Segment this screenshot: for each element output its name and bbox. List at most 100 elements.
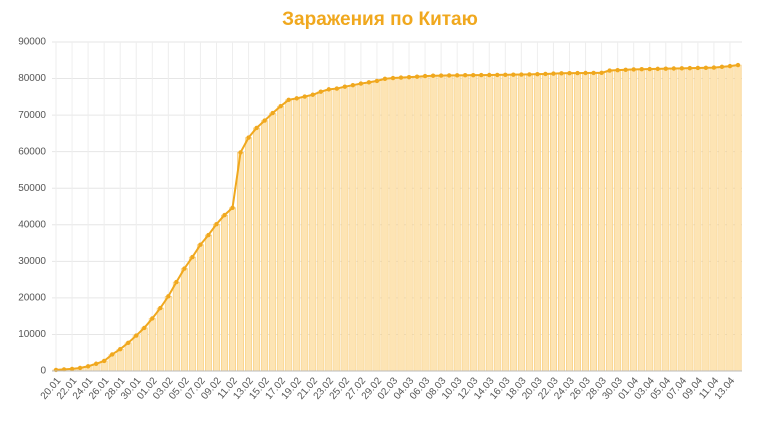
point — [703, 65, 709, 70]
point — [454, 73, 460, 78]
bar — [148, 318, 156, 372]
bar — [726, 65, 734, 372]
point — [350, 82, 356, 88]
y-tick-label: 50000 — [18, 183, 46, 194]
bar — [469, 74, 477, 372]
point — [446, 73, 452, 78]
point — [117, 346, 123, 352]
point — [655, 66, 660, 72]
bar — [237, 152, 245, 372]
point — [495, 72, 500, 78]
point — [254, 125, 259, 131]
bar — [253, 127, 261, 372]
point — [390, 75, 396, 81]
bar — [686, 67, 694, 372]
bar — [662, 68, 670, 372]
point — [93, 361, 99, 366]
point — [101, 358, 107, 364]
y-tick-label: 80000 — [18, 73, 46, 84]
bar — [606, 70, 614, 372]
point — [214, 221, 219, 227]
bar — [213, 223, 220, 372]
point — [623, 67, 628, 72]
point — [543, 71, 548, 77]
point — [519, 72, 524, 77]
bar — [590, 72, 598, 372]
point — [487, 72, 492, 78]
y-tick-label: 0 — [40, 366, 46, 377]
bar — [678, 68, 686, 372]
y-tick-label: 10000 — [18, 329, 46, 340]
point — [358, 81, 364, 86]
point — [607, 68, 612, 73]
point — [109, 352, 115, 357]
point — [471, 72, 476, 78]
bar — [132, 335, 140, 372]
point — [735, 62, 741, 68]
bar — [325, 89, 333, 372]
bar — [437, 75, 445, 372]
bar — [429, 75, 437, 372]
point — [414, 74, 420, 79]
bar — [702, 67, 710, 372]
bar — [734, 64, 742, 372]
point — [511, 72, 516, 77]
point — [85, 364, 91, 369]
bar — [461, 74, 469, 372]
point — [591, 70, 596, 76]
bar — [172, 281, 180, 372]
bar — [397, 77, 405, 372]
point — [222, 212, 227, 218]
bar — [517, 74, 525, 372]
point — [462, 73, 468, 78]
point — [198, 242, 203, 247]
point — [679, 66, 685, 71]
point — [126, 340, 131, 346]
bar — [373, 80, 381, 372]
point — [615, 67, 620, 73]
bar — [646, 68, 654, 372]
bar — [188, 256, 196, 372]
bar — [156, 307, 164, 372]
bar — [269, 112, 277, 372]
bar — [558, 73, 565, 372]
bar — [245, 137, 253, 372]
bar — [710, 67, 718, 372]
bar — [124, 342, 132, 372]
bar — [277, 105, 285, 372]
bar — [630, 69, 638, 372]
point — [406, 74, 412, 80]
bar — [221, 214, 228, 372]
point — [559, 71, 564, 76]
bar — [574, 72, 581, 372]
point — [527, 72, 532, 77]
bar — [317, 91, 325, 372]
bar — [541, 73, 549, 372]
bar — [389, 77, 397, 372]
point — [158, 305, 163, 311]
point — [190, 254, 195, 260]
bar — [341, 86, 349, 372]
point — [334, 86, 340, 91]
bar — [229, 207, 236, 372]
bar — [501, 74, 509, 372]
bar — [301, 96, 309, 372]
bar — [549, 73, 557, 372]
point — [342, 84, 348, 89]
bar — [566, 72, 573, 372]
chart-title: Заражения по Китаю — [282, 9, 478, 30]
bar — [509, 74, 517, 372]
bar — [453, 75, 461, 372]
bar — [525, 74, 533, 372]
point — [398, 75, 404, 80]
point — [142, 325, 147, 331]
point — [430, 73, 436, 78]
point — [422, 73, 428, 79]
y-tick-label: 20000 — [18, 293, 46, 304]
point — [166, 294, 171, 299]
y-tick-label: 60000 — [18, 146, 46, 157]
bar — [180, 268, 188, 372]
bar — [196, 244, 204, 372]
point — [174, 279, 179, 285]
point — [310, 92, 315, 97]
